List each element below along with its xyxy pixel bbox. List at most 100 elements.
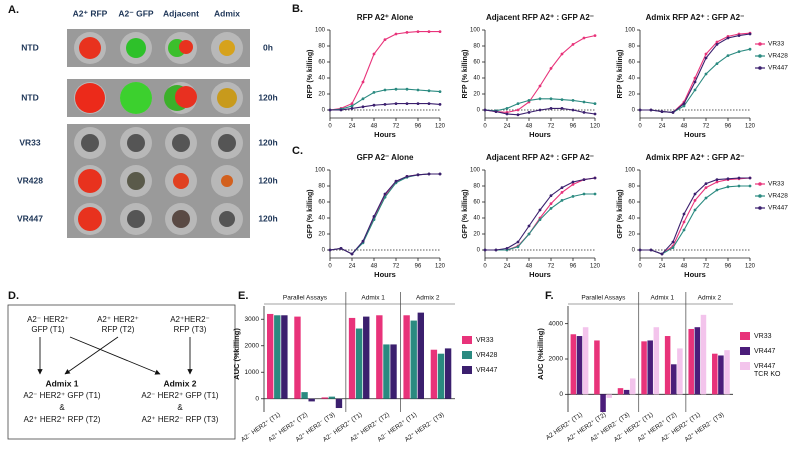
spheroid-core bbox=[126, 38, 146, 58]
diagram-node-text: & bbox=[59, 403, 65, 412]
group-label: Admix 2 bbox=[416, 295, 440, 302]
diagram-arrow bbox=[64, 336, 119, 375]
data-point bbox=[361, 80, 365, 84]
y-axis-label: GFP (% killing) bbox=[462, 189, 469, 238]
spheroid-image bbox=[204, 200, 250, 238]
time-label: 120h bbox=[258, 92, 277, 102]
x-tick-label: 72 bbox=[393, 124, 400, 130]
y-tick-label: 100 bbox=[470, 28, 481, 34]
y-tick-label: 20 bbox=[628, 92, 635, 98]
spheroid-image bbox=[204, 29, 250, 67]
y-tick-label: 0 bbox=[477, 108, 481, 114]
legend-label: VR447 bbox=[768, 205, 788, 212]
data-point bbox=[494, 248, 498, 252]
data-point bbox=[416, 30, 420, 33]
group-label: Admix 1 bbox=[361, 295, 385, 302]
y-axis-label: GFP (% killing) bbox=[617, 189, 624, 238]
time-label: 0h bbox=[263, 42, 273, 52]
spheroid-core bbox=[217, 88, 237, 108]
data-point bbox=[438, 30, 442, 33]
x-tick-label: 48 bbox=[526, 264, 533, 270]
legend-swatch bbox=[462, 366, 472, 374]
group-label: Admix 2 bbox=[698, 295, 722, 302]
data-point bbox=[704, 52, 708, 56]
y-tick-label: 80 bbox=[318, 184, 325, 190]
legend-label: VR33 bbox=[476, 337, 494, 344]
y-tick-label: 20 bbox=[628, 232, 635, 238]
data-point bbox=[339, 247, 343, 250]
data-point bbox=[483, 108, 487, 112]
row-label: VR428 bbox=[17, 175, 43, 185]
data-point bbox=[582, 36, 586, 40]
bar bbox=[712, 353, 718, 395]
bar bbox=[594, 340, 600, 395]
data-point bbox=[383, 103, 387, 106]
data-point bbox=[560, 191, 564, 194]
x-axis-label: Hours bbox=[374, 270, 396, 279]
data-point bbox=[593, 112, 597, 116]
bar bbox=[600, 394, 606, 412]
data-point bbox=[383, 88, 387, 92]
spheroid-core bbox=[218, 134, 236, 152]
column-header: A2⁻ GFP bbox=[118, 8, 154, 18]
y-tick-label: 100 bbox=[470, 168, 481, 174]
data-point bbox=[416, 102, 420, 105]
column-header: Adjacent bbox=[163, 8, 199, 18]
y-tick-label: 80 bbox=[628, 44, 635, 50]
group-label: Parallel Assays bbox=[283, 295, 328, 302]
diagram-node-text: RFP (T2) bbox=[102, 325, 135, 334]
spheroid-core bbox=[175, 86, 197, 108]
bar bbox=[653, 327, 660, 395]
chart-title: GFP A2⁻ Alone bbox=[357, 153, 414, 162]
data-point bbox=[704, 186, 708, 190]
data-point bbox=[527, 224, 531, 228]
data-point bbox=[715, 188, 719, 192]
bar bbox=[301, 392, 308, 399]
x-tick-label: 96 bbox=[570, 124, 577, 130]
row-label: VR447 bbox=[17, 213, 43, 223]
bar bbox=[328, 396, 336, 399]
y-axis-label: RFP (% killing) bbox=[617, 50, 624, 99]
y-axis-label: AUC (%killing) bbox=[536, 328, 545, 380]
y-tick-label: 20 bbox=[318, 232, 325, 238]
x-tick-label: 48 bbox=[526, 124, 533, 130]
spheroid-image bbox=[158, 79, 204, 117]
data-point bbox=[571, 183, 575, 186]
y-tick-label: 100 bbox=[315, 28, 326, 34]
data-point bbox=[571, 108, 575, 112]
y-tick-label: 0 bbox=[632, 248, 636, 254]
data-point bbox=[671, 111, 675, 114]
data-point bbox=[582, 192, 586, 196]
column-header: Admix bbox=[214, 8, 240, 18]
diagram-node-title: Admix 2 bbox=[163, 378, 196, 388]
y-axis-label: GFP (% killing) bbox=[307, 189, 314, 238]
data-point bbox=[715, 178, 719, 182]
data-point bbox=[328, 108, 332, 112]
data-point bbox=[538, 218, 542, 222]
panel-label: E. bbox=[238, 290, 248, 302]
y-tick-label: 4000 bbox=[549, 320, 564, 327]
x-tick-label: 24 bbox=[504, 124, 511, 130]
data-point bbox=[748, 176, 752, 180]
chart-title: Admix RFP A2⁺ : GFP A2⁻ bbox=[646, 13, 745, 22]
diagram-node-text: A2⁻ HER2⁺ GFP (T1) bbox=[141, 391, 219, 400]
data-point bbox=[582, 111, 586, 114]
spheroid-image bbox=[113, 200, 159, 238]
spheroid-core bbox=[120, 82, 152, 114]
data-point bbox=[693, 80, 697, 84]
data-point bbox=[682, 228, 686, 232]
data-point bbox=[438, 90, 442, 93]
data-point bbox=[571, 180, 575, 184]
x-tick-label: 48 bbox=[371, 124, 378, 130]
bar bbox=[376, 315, 383, 399]
spheroid-core bbox=[127, 172, 145, 190]
time-label: 120h bbox=[258, 175, 277, 185]
data-point bbox=[726, 36, 730, 40]
data-point bbox=[693, 76, 697, 80]
spheroid-core bbox=[81, 134, 99, 152]
bar bbox=[694, 327, 701, 395]
data-point bbox=[649, 248, 653, 252]
data-point bbox=[571, 195, 575, 198]
y-tick-label: 80 bbox=[473, 184, 480, 190]
data-point bbox=[516, 113, 520, 117]
